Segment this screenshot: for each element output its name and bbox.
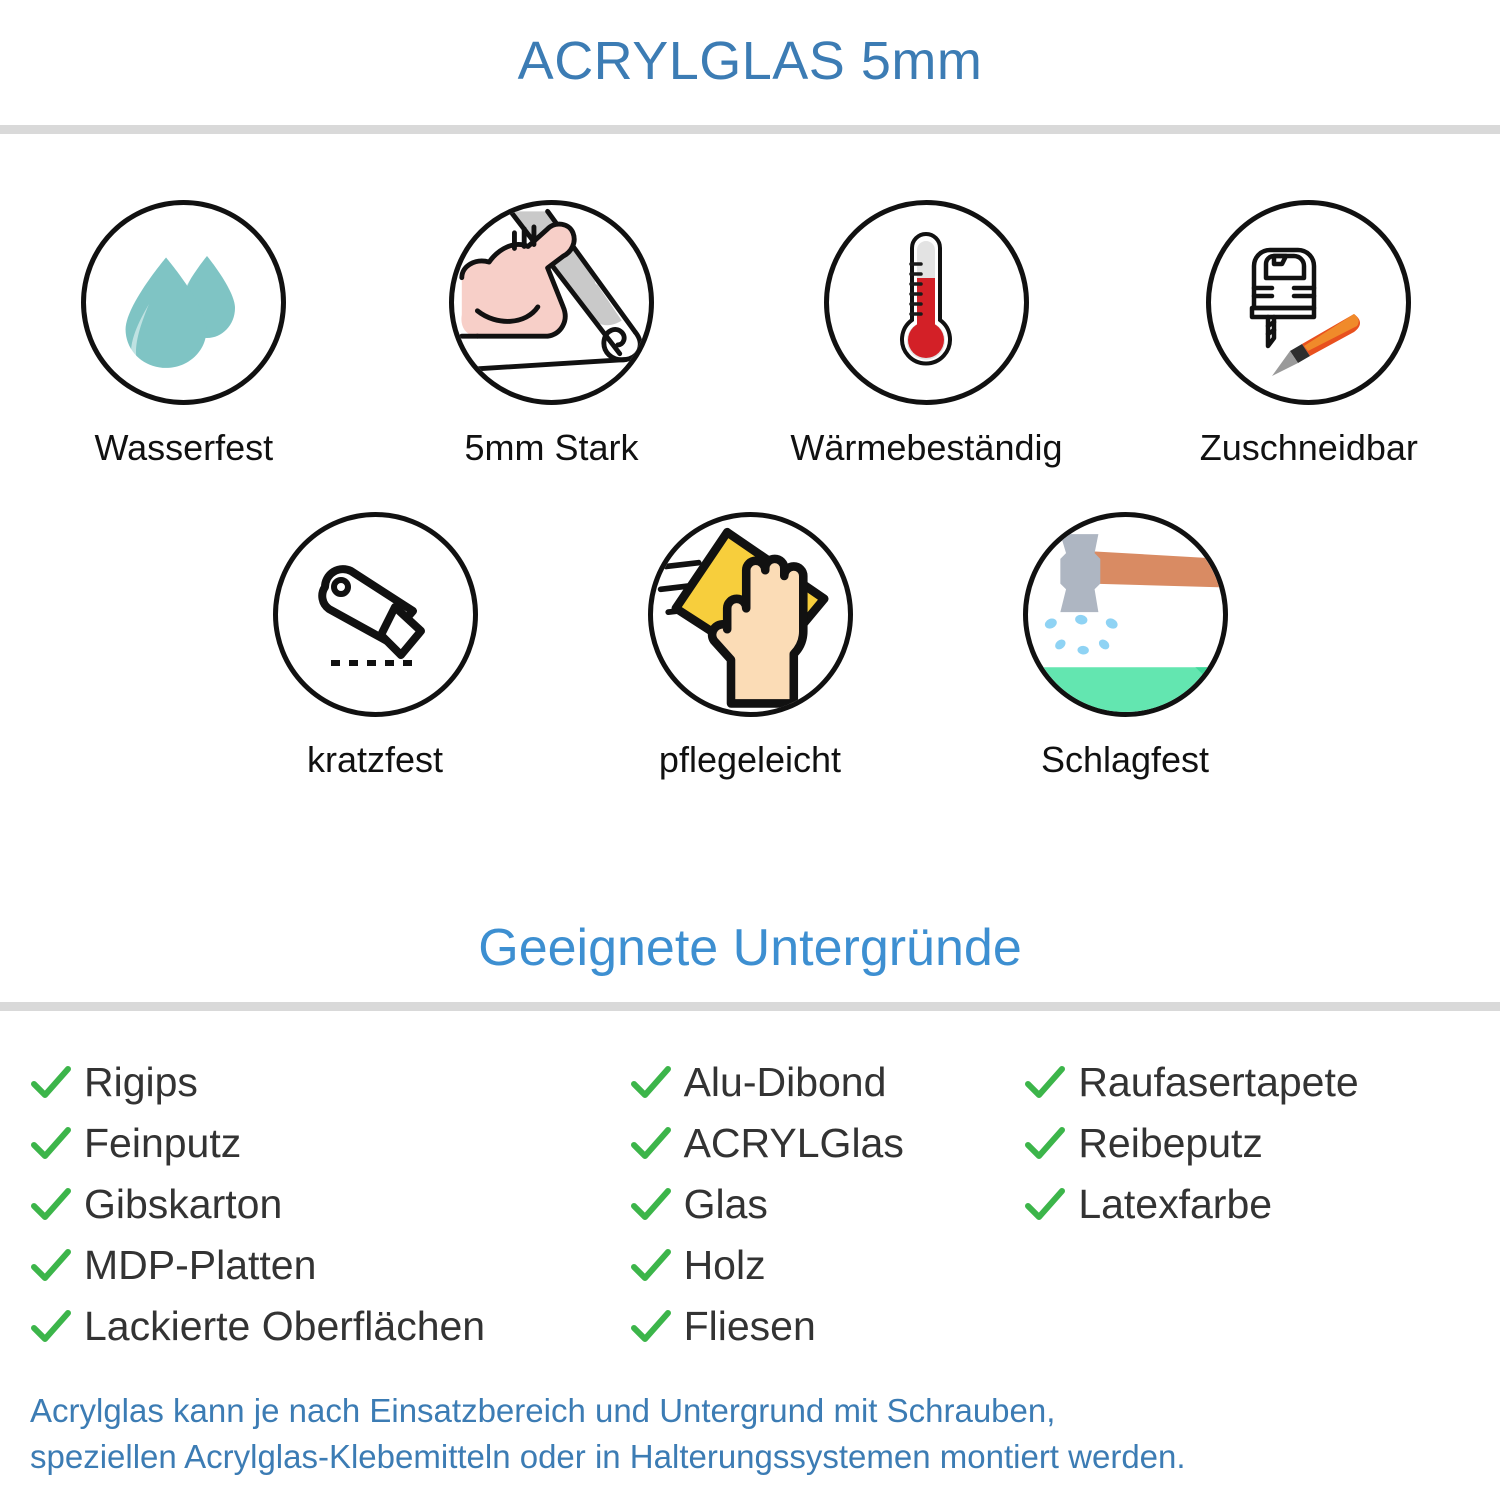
feature-label: Wärmebeständig — [790, 427, 1063, 468]
hand-with-cloth-icon — [647, 512, 853, 717]
list-item-label: Gibskarton — [84, 1181, 283, 1227]
list-item: Glas — [628, 1174, 1023, 1235]
list-item-label: Fliesen — [683, 1303, 816, 1349]
check-icon — [1022, 1060, 1068, 1106]
section-title-untergruende: Geeignete Untergründe — [478, 919, 1022, 977]
cutter-knife-icon — [272, 512, 478, 717]
check-icon — [28, 1121, 74, 1167]
list-item: Alu-Dibond — [628, 1052, 1023, 1113]
suitable-surfaces-list: Rigips Feinputz Gibskarton MDP-Platten — [0, 1052, 1500, 1357]
list-item-label: Rigips — [84, 1059, 198, 1105]
feature-5mm-stark: 5mm Stark — [368, 200, 736, 469]
list-item: Latexfarbe — [1022, 1174, 1472, 1235]
footer-line-1: Acrylglas kann je nach Einsatzbereich un… — [30, 1392, 1056, 1429]
list-item-label: Latexfarbe — [1078, 1181, 1273, 1227]
list-item-label: MDP-Platten — [84, 1242, 317, 1288]
check-icon — [628, 1182, 674, 1228]
footer-line-2: speziellen Acrylglas-Klebemitteln oder i… — [30, 1437, 1186, 1475]
list-item-label: Lackierte Oberflächen — [84, 1303, 486, 1349]
feature-label: Wasserfest — [94, 427, 274, 468]
list-item-label: Glas — [683, 1181, 768, 1227]
check-icon — [28, 1060, 74, 1106]
hammer-impact-icon — [1022, 512, 1228, 717]
check-icon — [628, 1060, 674, 1106]
feature-row-2: kratzfest pflegeleicht — [0, 512, 1500, 781]
list-item: Raufasertapete — [1022, 1052, 1472, 1113]
footer-note: Acrylglas kann je nach Einsatzbereich un… — [30, 1388, 1470, 1479]
list-item: ACRYLGlas — [628, 1113, 1023, 1174]
check-icon — [628, 1243, 674, 1289]
list-item: Fliesen — [628, 1296, 1023, 1357]
list-item-label: Holz — [683, 1242, 766, 1288]
check-icon — [628, 1304, 674, 1350]
divider-top — [0, 125, 1500, 134]
feature-zuschneidbar: Zuschneidbar — [1118, 200, 1500, 469]
feature-schlagfest: Schlagfest — [938, 512, 1313, 781]
list-item-label: Alu-Dibond — [683, 1059, 887, 1105]
check-icon — [1022, 1182, 1068, 1228]
page-title: ACRYLGLAS 5mm — [517, 31, 983, 91]
list-item: Feinputz — [28, 1113, 628, 1174]
thermometer-icon — [823, 200, 1029, 405]
check-icon — [628, 1121, 674, 1167]
feature-label: kratzfest — [306, 739, 444, 780]
check-icon — [28, 1304, 74, 1350]
check-icon — [28, 1243, 74, 1289]
checklist-column-2: Alu-Dibond ACRYLGlas Glas Holz — [628, 1052, 1023, 1357]
list-item: Holz — [628, 1235, 1023, 1296]
flexing-arm-icon — [448, 200, 654, 405]
checklist-column-3: Raufasertapete Reibeputz Latexfarbe — [1022, 1052, 1472, 1357]
feature-wasserfest: Wasserfest — [0, 200, 368, 469]
feature-label: Schlagfest — [1040, 739, 1210, 780]
list-item: Rigips — [28, 1052, 628, 1113]
feature-pflegeleicht: pflegeleicht — [563, 512, 938, 781]
divider-middle — [0, 1002, 1500, 1011]
checklist-column-1: Rigips Feinputz Gibskarton MDP-Platten — [28, 1052, 628, 1357]
feature-row-1: Wasserfest — [0, 200, 1500, 469]
feature-waermebestaendig: Wärmebeständig — [735, 200, 1117, 469]
list-item-label: Feinputz — [84, 1120, 242, 1166]
list-item: Gibskarton — [28, 1174, 628, 1235]
feature-kratzfest: kratzfest — [188, 512, 563, 781]
water-drops-icon — [81, 200, 287, 405]
feature-label: pflegeleicht — [658, 739, 842, 780]
jigsaw-and-knife-icon — [1206, 200, 1412, 405]
check-icon — [28, 1182, 74, 1228]
feature-label: 5mm Stark — [464, 427, 639, 468]
list-item: Reibeputz — [1022, 1113, 1472, 1174]
list-item: Lackierte Oberflächen — [28, 1296, 628, 1357]
list-item-label: Raufasertapete — [1078, 1059, 1359, 1105]
list-item-label: ACRYLGlas — [683, 1120, 904, 1166]
list-item: MDP-Platten — [28, 1235, 628, 1296]
feature-label: Zuschneidbar — [1199, 427, 1418, 468]
list-item-label: Reibeputz — [1078, 1120, 1263, 1166]
check-icon — [1022, 1121, 1068, 1167]
